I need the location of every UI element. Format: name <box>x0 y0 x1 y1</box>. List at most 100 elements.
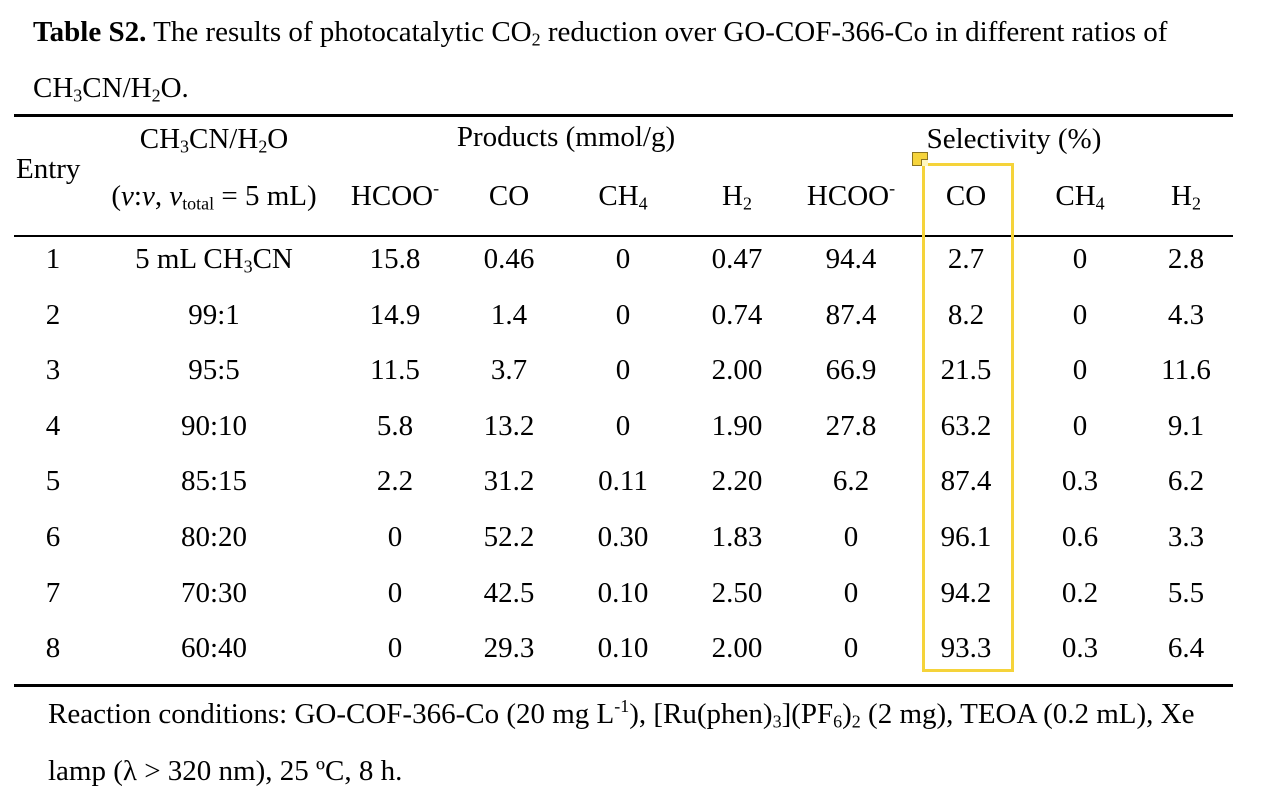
caption-sub-2b: 2 <box>151 85 161 106</box>
header-col-sel-ch4: CH4 <box>1055 180 1105 214</box>
table-cell-s-h2: 3.3 <box>1167 521 1205 553</box>
table-cell-s-hcoo: 0 <box>843 576 859 609</box>
table-cell-s-h2: 2.8 <box>1167 243 1205 275</box>
table-cell-ch4: 0.30 <box>597 521 649 553</box>
table-cell-co: 52.2 <box>483 521 535 553</box>
table-cell-ratio: 90:10 <box>180 409 248 442</box>
table-cell-entry: 7 <box>45 576 61 609</box>
co-selectivity-highlight-box <box>922 163 1014 672</box>
table-cell-s-h2: 5.5 <box>1167 576 1205 609</box>
table-caption: Table S2. The results of photocatalytic … <box>33 4 1238 116</box>
table-cell-co: 3.7 <box>490 354 528 387</box>
table-cell-s-ch4: 0.3 <box>1061 632 1099 665</box>
table-cell-co: 0.46 <box>483 243 535 275</box>
table-cell-ratio: 70:30 <box>180 576 248 609</box>
table-cell-s-co: 8.2 <box>947 298 985 331</box>
header-col-h2: H2 <box>722 180 752 214</box>
table-cell-hcoo: 5.8 <box>376 409 414 442</box>
table-cell-h2: 2.50 <box>711 576 763 609</box>
table-footnote: Reaction conditions: GO-COF-366-Co (20 m… <box>48 696 1195 787</box>
table-cell-s-ch4: 0.3 <box>1061 465 1099 498</box>
table-cell-s-co: 87.4 <box>940 465 992 498</box>
table-cell-co: 42.5 <box>483 576 535 609</box>
table-cell-s-ch4: 0 <box>1072 243 1088 275</box>
table-cell-co: 1.4 <box>490 298 528 331</box>
table-cell-s-ch4: 0.2 <box>1061 576 1099 609</box>
table-cell-ratio: 5 mL CH3CN <box>135 243 293 277</box>
table-cell-s-h2: 11.6 <box>1161 354 1211 387</box>
table-cell-hcoo: 2.2 <box>376 465 414 498</box>
table-cell-s-hcoo: 0 <box>843 521 859 553</box>
table-cell-s-hcoo: 94.4 <box>825 243 877 275</box>
top-rule <box>14 114 1233 117</box>
header-col-sel-h2: H2 <box>1171 180 1201 214</box>
header-ratio-line2: (v:v, vtotal = 5 mL) <box>111 180 317 214</box>
table-cell-s-ch4: 0 <box>1072 298 1088 331</box>
table-cell-ratio: 85:15 <box>180 465 248 498</box>
table-cell-co: 31.2 <box>483 465 535 498</box>
caption-text-2: reduction over GO-COF-366-Co in differen… <box>33 16 1168 104</box>
table-cell-hcoo: 11.5 <box>370 354 420 387</box>
table-cell-entry: 4 <box>45 409 61 442</box>
caption-label: Table S2. <box>33 16 147 48</box>
caption-text-1: The results of photocatalytic CO <box>146 16 532 48</box>
table-cell-s-hcoo: 87.4 <box>825 298 877 331</box>
table-cell-s-hcoo: 0 <box>843 632 859 665</box>
table-cell-h2: 2.20 <box>711 465 763 498</box>
table-cell-hcoo: 15.8 <box>369 243 421 275</box>
sticky-note-icon[interactable] <box>912 152 928 166</box>
table-cell-h2: 2.00 <box>711 632 763 665</box>
table-cell-h2: 2.00 <box>711 354 763 387</box>
table-cell-hcoo: 0 <box>387 632 403 665</box>
header-col-ch4: CH4 <box>598 180 648 214</box>
header-entry: Entry <box>16 153 81 185</box>
table-cell-s-hcoo: 27.8 <box>825 409 877 442</box>
table-cell-entry: 1 <box>45 243 61 275</box>
table-cell-entry: 2 <box>45 298 61 331</box>
table-cell-s-co: 96.1 <box>940 521 992 553</box>
table-cell-h2: 1.90 <box>711 409 763 442</box>
table-cell-s-co: 63.2 <box>940 409 992 442</box>
table-cell-entry: 5 <box>45 465 61 498</box>
table-cell-s-h2: 9.1 <box>1167 409 1205 442</box>
table-cell-ratio: 60:40 <box>180 632 248 665</box>
table-cell-s-ch4: 0.6 <box>1061 521 1099 553</box>
table-cell-entry: 6 <box>45 521 61 553</box>
table-cell-s-h2: 6.2 <box>1167 465 1205 498</box>
table-cell-ch4: 0.10 <box>597 632 649 665</box>
table-cell-h2: 0.74 <box>711 298 763 331</box>
table-cell-hcoo: 14.9 <box>369 298 421 331</box>
table-cell-hcoo: 0 <box>387 521 403 553</box>
table-cell-s-co: 2.7 <box>947 243 985 275</box>
table-cell-ratio: 80:20 <box>180 521 248 553</box>
table-cell-s-ch4: 0 <box>1072 409 1088 442</box>
header-products: Products (mmol/g) <box>456 121 676 153</box>
header-col-sel-hcoo: HCOO- <box>806 178 896 212</box>
table-cell-entry: 3 <box>45 354 61 387</box>
table-cell-s-ch4: 0 <box>1072 354 1088 387</box>
bottom-rule <box>14 684 1233 687</box>
table-cell-s-co: 21.5 <box>940 354 992 387</box>
caption-text-4: O. <box>160 72 189 104</box>
header-selectivity: Selectivity (%) <box>926 123 1102 155</box>
table-cell-ch4: 0 <box>615 298 631 331</box>
table-cell-ch4: 0 <box>615 243 631 275</box>
table-cell-co: 29.3 <box>483 632 535 665</box>
table-cell-ratio: 99:1 <box>188 298 240 331</box>
header-col-co: CO <box>488 180 530 212</box>
table-cell-h2: 0.47 <box>711 243 763 275</box>
caption-sub-3: 3 <box>73 85 83 106</box>
table-cell-entry: 8 <box>45 632 61 665</box>
table-cell-co: 13.2 <box>483 409 535 442</box>
table-cell-ch4: 0.11 <box>598 465 648 498</box>
table-cell-h2: 1.83 <box>711 521 763 553</box>
table-cell-hcoo: 0 <box>387 576 403 609</box>
header-rule <box>14 235 1233 237</box>
table-cell-ch4: 0 <box>615 354 631 387</box>
header-ratio-line1: CH3CN/H2O <box>139 123 289 157</box>
table-cell-ch4: 0.10 <box>597 576 649 609</box>
table-cell-s-co: 93.3 <box>940 632 992 665</box>
table-cell-ratio: 95:5 <box>188 354 240 387</box>
table-cell-s-h2: 4.3 <box>1167 298 1205 331</box>
table-cell-s-hcoo: 6.2 <box>832 465 870 498</box>
